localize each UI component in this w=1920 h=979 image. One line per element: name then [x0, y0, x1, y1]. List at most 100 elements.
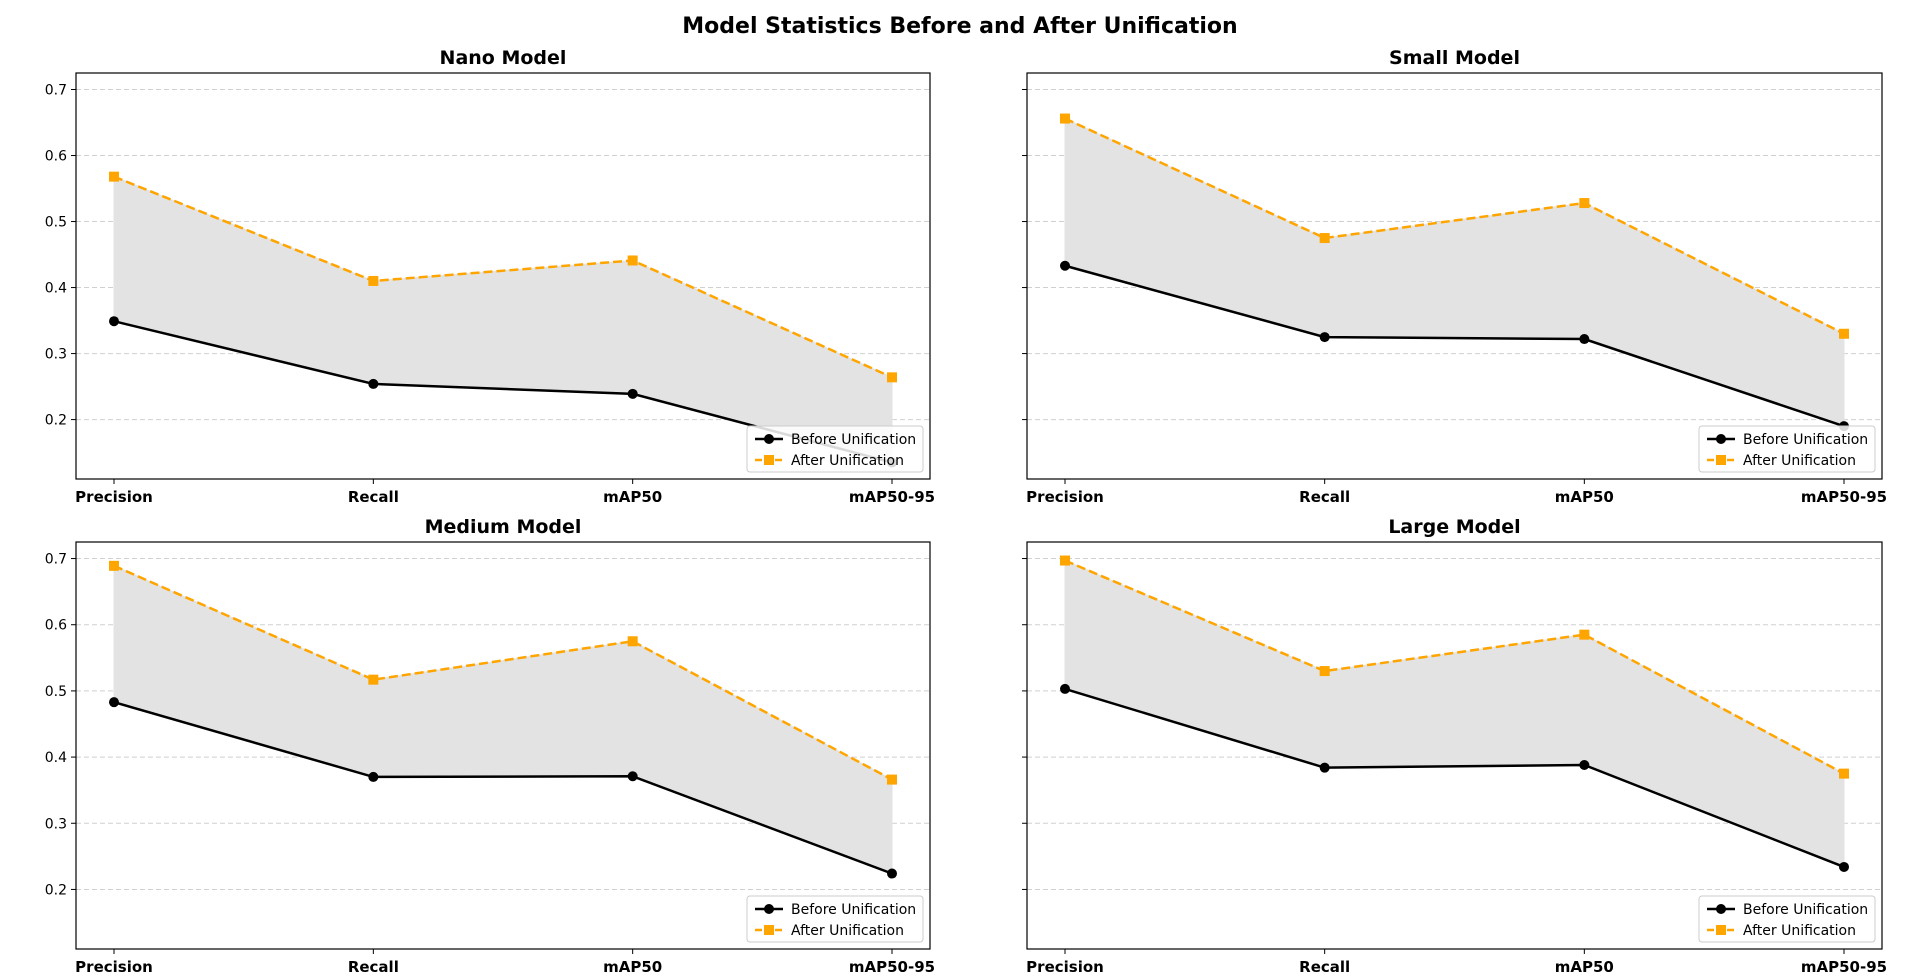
point-after — [1319, 666, 1330, 677]
legend-box — [746, 895, 924, 943]
point-before — [887, 868, 897, 879]
point-after — [627, 255, 638, 266]
point-after — [1839, 768, 1849, 779]
legend-marker-circle — [1716, 904, 1726, 914]
point-before — [1319, 762, 1330, 773]
subplot-1: 0.2 0.3 0.4 0.5 0.6 0.7 Precision Recall mAP50 mA… — [45, 47, 935, 506]
fill-between — [1064, 117, 1845, 427]
legend-label: After Unification — [791, 453, 904, 469]
legend-marker-circle — [764, 904, 774, 914]
x-tick-label: Recall — [348, 488, 399, 506]
point-before — [627, 771, 638, 782]
point-before — [109, 316, 119, 327]
point-before — [109, 697, 119, 708]
y-tick-label: 0.7 — [45, 552, 67, 568]
subplot-title: Nano Model — [440, 47, 567, 69]
x-tick-label: Recall — [1299, 958, 1350, 975]
x-tick-label: Precision — [1026, 958, 1104, 975]
point-after — [109, 171, 119, 182]
subplot-2: Precision Recall mAP50 mAP50-95 Small Model B… — [1022, 47, 1887, 506]
y-tick-label: 0.2 — [45, 882, 67, 898]
legend: Before Unification After Unification — [746, 895, 924, 943]
legend-box — [1698, 425, 1876, 473]
point-after — [109, 560, 119, 571]
point-before — [1060, 683, 1070, 694]
y-tick-label: 0.4 — [45, 750, 67, 766]
point-before — [368, 771, 379, 782]
legend-label: Before Unification — [1743, 902, 1868, 918]
x-tick-label: Precision — [75, 488, 153, 506]
x-tick-label: mAP50-95 — [1801, 488, 1887, 506]
legend-label: After Unification — [791, 923, 904, 939]
subplot-title: Medium Model — [425, 516, 582, 538]
fill-between — [113, 565, 893, 875]
legend-marker-square — [1716, 455, 1726, 465]
x-tick-label: mAP50 — [1555, 958, 1614, 975]
point-before — [368, 378, 379, 389]
legend-label: After Unification — [1743, 923, 1856, 939]
point-after — [368, 674, 379, 685]
y-tick-label: 0.3 — [45, 816, 67, 832]
y-tick-label: 0.3 — [45, 347, 67, 363]
axes-frame — [1026, 541, 1883, 950]
axes-frame — [75, 72, 931, 480]
legend-label: After Unification — [1743, 453, 1856, 469]
y-tick-label: 0.5 — [45, 215, 67, 231]
axes-frame — [1026, 72, 1883, 480]
point-before — [1839, 861, 1849, 872]
point-after — [1319, 233, 1330, 244]
subplot-title: Large Model — [1388, 516, 1520, 538]
x-tick-label: Recall — [1299, 488, 1350, 506]
y-tick-label: 0.7 — [45, 83, 67, 99]
legend-marker-square — [764, 455, 774, 465]
point-after — [1579, 198, 1590, 209]
point-after — [1839, 328, 1849, 339]
figure-title: Model Statistics Before and After Unific… — [682, 14, 1238, 39]
series-line-before — [1064, 687, 1845, 869]
axes-frame — [75, 541, 931, 950]
x-tick-label: Precision — [75, 958, 153, 975]
y-tick-label: 0.4 — [45, 281, 67, 297]
y-tick-label: 0.2 — [45, 413, 67, 429]
legend-box — [746, 425, 924, 473]
x-tick-label: Precision — [1026, 488, 1104, 506]
x-tick-label: mAP50-95 — [849, 488, 935, 506]
x-tick-label: mAP50-95 — [1801, 958, 1887, 975]
point-after — [887, 774, 897, 785]
point-after — [1579, 629, 1590, 640]
series-line-after — [113, 175, 893, 379]
legend-marker-circle — [1716, 434, 1726, 444]
subplot-3: 0.2 0.3 0.4 0.5 0.6 0.7 Precision Recall mAP50 mA… — [45, 516, 935, 976]
x-tick-label: Recall — [348, 958, 399, 975]
x-tick-label: mAP50-95 — [849, 958, 935, 975]
legend: Before Unification After Unification — [746, 425, 924, 473]
point-before — [1060, 260, 1070, 271]
point-before — [627, 388, 638, 399]
legend-marker-square — [1716, 925, 1726, 935]
series-line-after — [113, 564, 893, 781]
x-tick-label: mAP50 — [603, 488, 662, 506]
legend-marker-square — [764, 925, 774, 935]
subplot-4: Precision Recall mAP50 mAP50-95 Large Model B… — [1022, 516, 1887, 976]
legend-label: Before Unification — [791, 902, 916, 918]
legend: Before Unification After Unification — [1698, 425, 1876, 473]
point-before — [1579, 760, 1590, 771]
y-tick-label: 0.6 — [45, 149, 67, 165]
point-after — [887, 372, 897, 383]
point-after — [1060, 113, 1070, 124]
series-line-after — [1064, 559, 1845, 775]
point-before — [1579, 334, 1590, 345]
legend: Before Unification After Unification — [1698, 895, 1876, 943]
x-tick-label: mAP50 — [1555, 488, 1614, 506]
legend-label: Before Unification — [1743, 432, 1868, 448]
point-after — [1060, 555, 1070, 566]
legend-box — [1698, 895, 1876, 943]
legend-label: Before Unification — [791, 432, 916, 448]
series-line-before — [113, 700, 893, 875]
point-after — [368, 275, 379, 286]
legend-marker-circle — [764, 434, 774, 444]
x-tick-label: mAP50 — [603, 958, 662, 975]
y-tick-label: 0.5 — [45, 684, 67, 700]
